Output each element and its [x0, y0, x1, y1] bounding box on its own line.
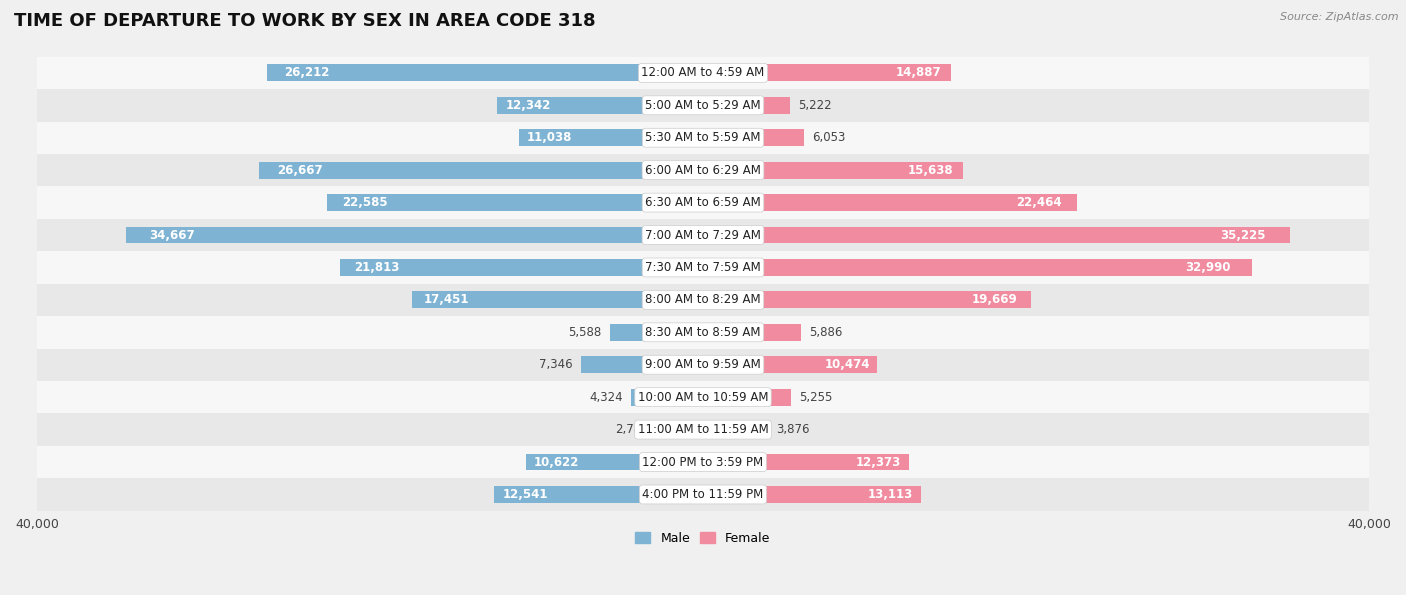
Bar: [703, 292, 1031, 308]
Bar: [703, 129, 804, 146]
Bar: [703, 324, 801, 341]
Bar: [37, 284, 1369, 316]
Bar: [703, 259, 1253, 276]
Bar: [37, 316, 1369, 349]
Text: 7:00 AM to 7:29 AM: 7:00 AM to 7:29 AM: [645, 228, 761, 242]
Text: TIME OF DEPARTURE TO WORK BY SEX IN AREA CODE 318: TIME OF DEPARTURE TO WORK BY SEX IN AREA…: [14, 12, 596, 30]
Text: 10:00 AM to 10:59 AM: 10:00 AM to 10:59 AM: [638, 391, 768, 403]
Bar: [37, 57, 1369, 89]
Text: 6,053: 6,053: [813, 131, 845, 144]
Bar: [703, 486, 921, 503]
Text: 15,638: 15,638: [907, 164, 953, 177]
Text: 11,038: 11,038: [527, 131, 572, 144]
Bar: [703, 194, 1077, 211]
Text: 12:00 PM to 3:59 PM: 12:00 PM to 3:59 PM: [643, 456, 763, 468]
Text: 26,667: 26,667: [277, 164, 322, 177]
Text: 10,622: 10,622: [533, 456, 579, 468]
Legend: Male, Female: Male, Female: [630, 527, 776, 550]
Text: 5,222: 5,222: [799, 99, 832, 112]
Text: 6:30 AM to 6:59 AM: 6:30 AM to 6:59 AM: [645, 196, 761, 209]
Bar: [37, 251, 1369, 284]
Text: 22,585: 22,585: [342, 196, 388, 209]
Text: 12,342: 12,342: [506, 99, 551, 112]
Text: 4,324: 4,324: [589, 391, 623, 403]
Bar: [37, 121, 1369, 154]
Bar: [703, 97, 790, 114]
Bar: [631, 389, 703, 406]
Bar: [519, 129, 703, 146]
Bar: [37, 414, 1369, 446]
Text: 8:00 AM to 8:29 AM: 8:00 AM to 8:29 AM: [645, 293, 761, 306]
Bar: [37, 381, 1369, 414]
Text: 22,464: 22,464: [1017, 196, 1062, 209]
Text: 13,113: 13,113: [868, 488, 912, 501]
Bar: [703, 64, 950, 82]
Bar: [703, 421, 768, 438]
Text: 12,541: 12,541: [502, 488, 548, 501]
Bar: [259, 162, 703, 178]
Text: 19,669: 19,669: [972, 293, 1018, 306]
Bar: [267, 64, 703, 82]
Text: 12,373: 12,373: [855, 456, 901, 468]
Text: 32,990: 32,990: [1185, 261, 1230, 274]
Text: 5,588: 5,588: [568, 326, 602, 339]
Text: 7,346: 7,346: [538, 358, 572, 371]
Bar: [703, 453, 910, 471]
Bar: [703, 162, 963, 178]
Bar: [37, 349, 1369, 381]
Bar: [328, 194, 703, 211]
Text: 35,225: 35,225: [1220, 228, 1265, 242]
Bar: [37, 446, 1369, 478]
Bar: [37, 186, 1369, 219]
Bar: [581, 356, 703, 373]
Text: 14,887: 14,887: [896, 67, 941, 79]
Text: 21,813: 21,813: [354, 261, 399, 274]
Text: 10,474: 10,474: [825, 358, 870, 371]
Text: 5,886: 5,886: [810, 326, 842, 339]
Bar: [526, 453, 703, 471]
Text: 26,212: 26,212: [284, 67, 329, 79]
Bar: [610, 324, 703, 341]
Text: 4:00 PM to 11:59 PM: 4:00 PM to 11:59 PM: [643, 488, 763, 501]
Bar: [412, 292, 703, 308]
Text: 8:30 AM to 8:59 AM: 8:30 AM to 8:59 AM: [645, 326, 761, 339]
Text: 2,784: 2,784: [614, 423, 648, 436]
Bar: [494, 486, 703, 503]
Text: 9:00 AM to 9:59 AM: 9:00 AM to 9:59 AM: [645, 358, 761, 371]
Bar: [703, 356, 877, 373]
Bar: [703, 227, 1289, 243]
Text: 6:00 AM to 6:29 AM: 6:00 AM to 6:29 AM: [645, 164, 761, 177]
Bar: [37, 478, 1369, 511]
Bar: [657, 421, 703, 438]
Bar: [37, 219, 1369, 251]
Text: 7:30 AM to 7:59 AM: 7:30 AM to 7:59 AM: [645, 261, 761, 274]
Bar: [498, 97, 703, 114]
Bar: [125, 227, 703, 243]
Text: 17,451: 17,451: [425, 293, 470, 306]
Text: 5:30 AM to 5:59 AM: 5:30 AM to 5:59 AM: [645, 131, 761, 144]
Text: 3,876: 3,876: [776, 423, 810, 436]
Bar: [37, 154, 1369, 186]
Text: 34,667: 34,667: [149, 228, 194, 242]
Text: 12:00 AM to 4:59 AM: 12:00 AM to 4:59 AM: [641, 67, 765, 79]
Text: Source: ZipAtlas.com: Source: ZipAtlas.com: [1281, 12, 1399, 22]
Text: 5:00 AM to 5:29 AM: 5:00 AM to 5:29 AM: [645, 99, 761, 112]
Bar: [340, 259, 703, 276]
Text: 11:00 AM to 11:59 AM: 11:00 AM to 11:59 AM: [638, 423, 768, 436]
Text: 5,255: 5,255: [799, 391, 832, 403]
Bar: [37, 89, 1369, 121]
Bar: [703, 389, 790, 406]
